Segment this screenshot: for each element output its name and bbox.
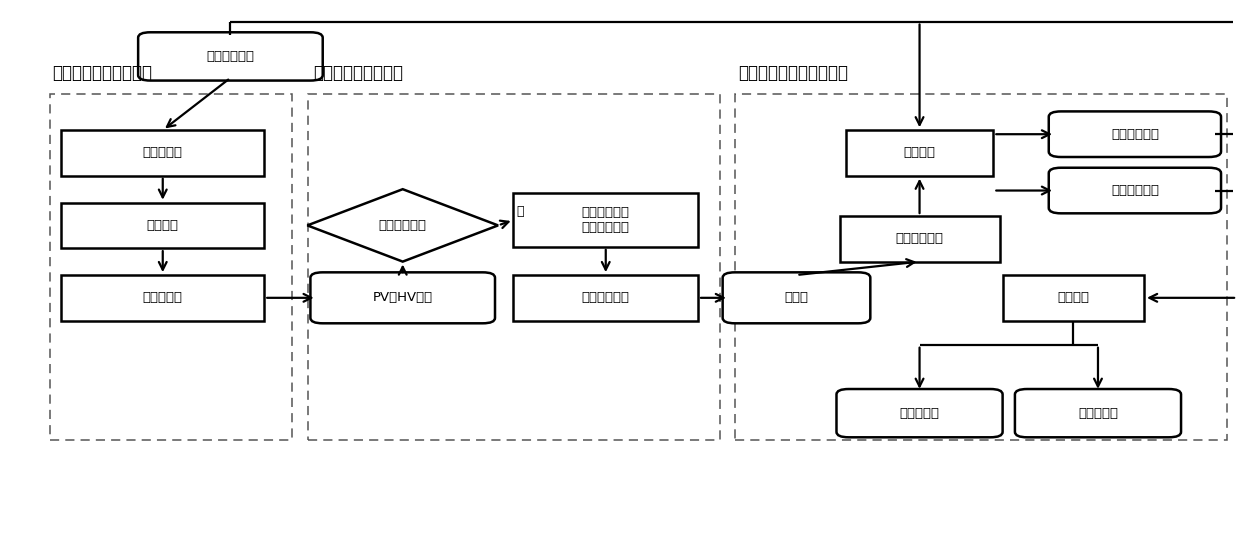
Text: 门静脉中心线: 门静脉中心线 (1111, 128, 1158, 141)
Bar (840, 216, 1000, 262)
Bar (1002, 275, 1144, 321)
FancyBboxPatch shape (1015, 389, 1181, 437)
Text: 分支补全: 分支补全 (903, 146, 935, 159)
Text: 计算局部特征: 计算局部特征 (582, 291, 629, 304)
Text: 是否存在路径: 是否存在路径 (379, 219, 426, 232)
FancyBboxPatch shape (311, 272, 496, 324)
Text: 提取中心线: 提取中心线 (142, 146, 182, 159)
Text: PV、HV端点: PV、HV端点 (373, 291, 432, 304)
Text: 计算分支角度: 计算分支角度 (896, 233, 944, 246)
FancyBboxPatch shape (1048, 167, 1222, 214)
FancyBboxPatch shape (722, 272, 870, 324)
Text: 血管建建: 血管建建 (1057, 291, 1089, 304)
Bar (309, 94, 720, 440)
Text: 拓扔分析及根节点定位: 拓扔分析及根节点定位 (52, 63, 152, 81)
Bar (61, 203, 264, 248)
Text: 肝静脉结果: 肝静脉结果 (900, 406, 939, 420)
Polygon shape (307, 189, 498, 262)
Bar (61, 130, 264, 176)
Bar (513, 193, 698, 247)
FancyBboxPatch shape (138, 33, 322, 81)
Bar (846, 130, 994, 176)
FancyBboxPatch shape (1048, 112, 1222, 157)
Text: 分析路径上交
叉点和分叉点: 分析路径上交 叉点和分叉点 (582, 206, 629, 234)
Text: 定位根节点: 定位根节点 (142, 291, 182, 304)
Text: 血管分割结果: 血管分割结果 (207, 50, 254, 63)
Text: 拓扔分析: 拓扔分析 (146, 219, 178, 232)
Text: 门静脉结果: 门静脉结果 (1078, 406, 1118, 420)
Text: 肝静脉中心线: 肝静脉中心线 (1111, 184, 1158, 197)
Text: 血管分支补全及血管重建: 血管分支补全及血管重建 (738, 63, 849, 81)
Bar (50, 94, 292, 440)
Bar (61, 275, 264, 321)
Text: 是: 是 (517, 205, 524, 218)
FancyBboxPatch shape (836, 389, 1002, 437)
Bar (513, 275, 698, 321)
Text: 分离准则及分离策略: 分离准则及分离策略 (313, 63, 403, 81)
Text: 断开点: 断开点 (784, 291, 809, 304)
Bar (735, 94, 1227, 440)
